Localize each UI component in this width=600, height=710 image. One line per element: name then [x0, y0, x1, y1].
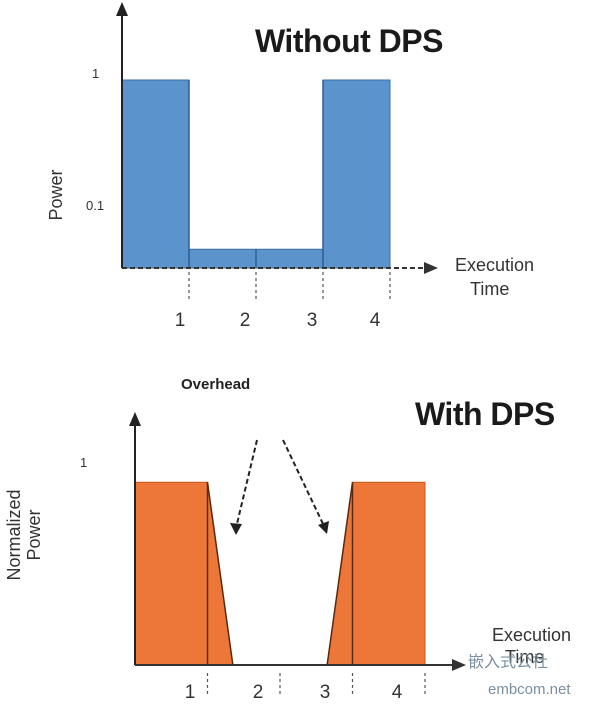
x-axis-arrow	[424, 262, 438, 274]
x-tick-label-3: 3	[307, 310, 318, 331]
x-tick-label-3: 3	[320, 682, 331, 703]
chart-title: Without DPS	[255, 23, 443, 59]
chart-without-dps: Without DPS Power Execution Time 1 0.1 1…	[46, 2, 534, 331]
x-tick-label-2: 2	[240, 310, 251, 331]
overhead-arrowhead-right	[318, 521, 329, 534]
y-axis-arrow	[116, 2, 128, 16]
overhead-arrow-left	[235, 439, 258, 529]
x-tick-label-4: 4	[392, 682, 403, 703]
x-tick-label-1: 1	[185, 682, 196, 703]
y-tick-label-1: 1	[80, 455, 87, 470]
y-tick-label-1: 1	[92, 66, 99, 81]
ramp-up-line	[326, 482, 354, 666]
chart-with-dps: With DPS Overhead Normalized Power Execu…	[4, 376, 571, 703]
x-axis-label-line-2: Time	[505, 647, 544, 667]
ramp-down-line	[206, 482, 234, 666]
y-axis-label: Power	[46, 169, 66, 220]
power-area-with-dps	[134, 481, 426, 666]
power-area-without-dps	[121, 79, 391, 269]
x-tick-label-1: 1	[175, 310, 186, 331]
chart-title: With DPS	[415, 396, 555, 432]
watermark: 嵌入式公社 embcom.net	[468, 653, 571, 698]
x-tick-label-4: 4	[370, 310, 381, 331]
x-axis-label-line-1: Execution	[455, 255, 534, 275]
x-tick-marks	[206, 673, 426, 695]
x-axis-label-line-2: Time	[470, 279, 509, 299]
overhead-annotation: Overhead	[181, 376, 250, 393]
y-axis-label: Normalized Power	[4, 489, 44, 580]
overhead-arrowhead-left	[230, 523, 242, 535]
watermark-en: embcom.net	[488, 681, 571, 698]
y-axis-arrow	[129, 412, 141, 426]
x-axis-label-line-1: Execution	[492, 625, 571, 645]
watermark-cn: 嵌入式公社	[468, 653, 548, 671]
x-axis-arrow	[452, 659, 466, 671]
y-axis-label-line-1: Normalized	[4, 489, 24, 580]
y-axis-label-line-2: Power	[24, 509, 44, 560]
x-tick-marks	[188, 272, 391, 302]
y-tick-label-0-1: 0.1	[86, 198, 104, 213]
overhead-arrow-right	[282, 439, 325, 527]
x-tick-label-2: 2	[253, 682, 264, 703]
